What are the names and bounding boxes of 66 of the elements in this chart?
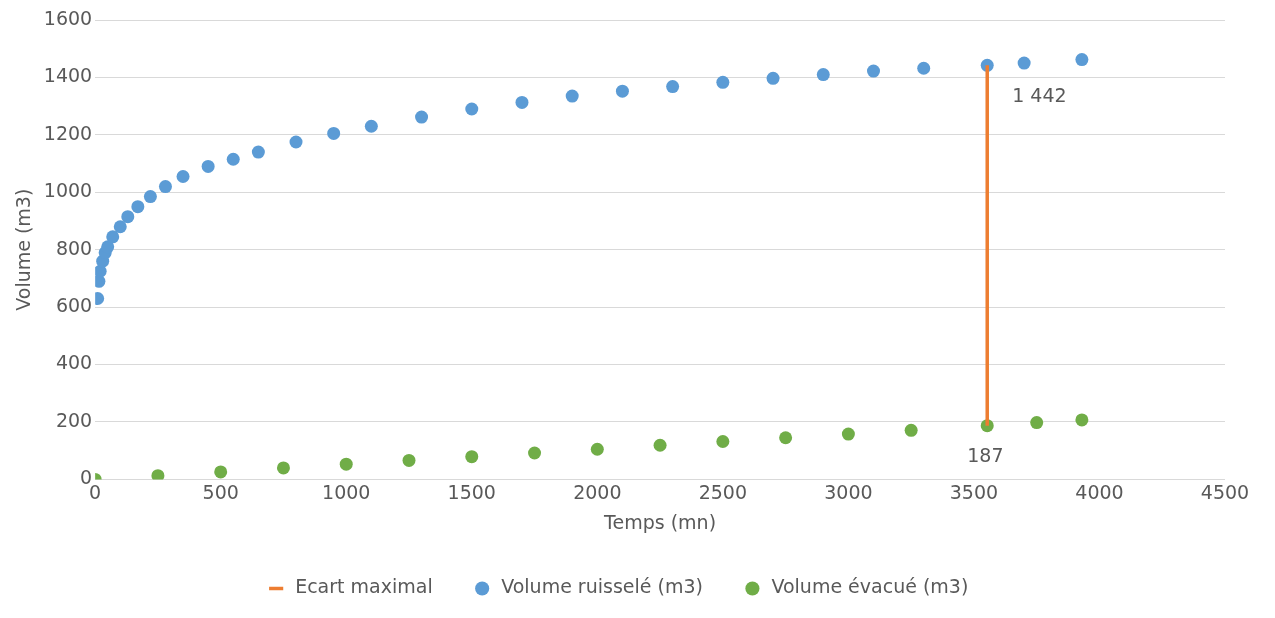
y-tick-label: 1200 (43, 121, 93, 144)
y-tick-label: 1000 (43, 179, 93, 202)
point (415, 110, 429, 124)
x-tick-label: 500 (202, 480, 239, 503)
point (528, 446, 542, 460)
point (841, 427, 855, 441)
point (716, 435, 730, 448)
point (779, 431, 793, 445)
y-tick-label: 1600 (43, 6, 93, 29)
point (113, 220, 127, 234)
point (214, 465, 228, 479)
x-tick-label: 3500 (949, 480, 999, 503)
x-tick-label: 2000 (573, 480, 622, 503)
point (143, 190, 157, 204)
point (121, 210, 135, 224)
point (766, 71, 780, 85)
point (327, 126, 341, 140)
y-axis-title: Volume (m3) (12, 188, 35, 311)
x-axis-title: Temps (mn) (603, 510, 717, 533)
point (716, 75, 730, 89)
x-tick-label: 1000 (322, 480, 371, 503)
point (666, 80, 680, 94)
point (106, 230, 120, 244)
annotation: 187 (967, 444, 1004, 467)
point (201, 159, 215, 173)
point (289, 135, 303, 149)
point (653, 438, 667, 452)
point (590, 442, 604, 456)
point (402, 453, 416, 467)
point (276, 461, 290, 475)
x-tick-label: 3000 (824, 480, 873, 503)
point (866, 64, 880, 78)
y-tick-label: 400 (55, 351, 93, 374)
point (1075, 413, 1089, 427)
y-tick-label: 800 (55, 236, 93, 259)
y-tick-label: 1400 (43, 64, 93, 87)
point (101, 240, 115, 254)
y-tick-label: 200 (55, 408, 93, 431)
point (515, 95, 529, 109)
point (1030, 416, 1044, 430)
legend-label: Ecart maximal (295, 575, 433, 598)
point (465, 450, 479, 464)
point (904, 423, 918, 437)
point (364, 119, 378, 133)
point (1075, 53, 1089, 67)
point (565, 89, 579, 103)
point (176, 169, 190, 183)
point (465, 102, 479, 116)
legend-label: Volume évacué (m3) (771, 575, 969, 598)
x-tick-label: 4500 (1200, 480, 1250, 503)
x-tick-label: 1500 (447, 480, 496, 503)
legend-label: Volume ruisselé (m3) (501, 575, 703, 598)
point (226, 152, 240, 166)
point (1017, 56, 1031, 70)
annotation: 1 442 (1012, 83, 1067, 106)
point (339, 457, 353, 471)
point (131, 200, 145, 214)
point (615, 84, 629, 98)
point (158, 180, 172, 194)
x-tick-label: 2500 (698, 480, 748, 503)
y-tick-label: 600 (55, 294, 93, 317)
x-tick-label: 4000 (1075, 480, 1124, 503)
point (917, 61, 931, 75)
point (251, 145, 265, 159)
point (151, 469, 165, 480)
point (816, 68, 830, 82)
